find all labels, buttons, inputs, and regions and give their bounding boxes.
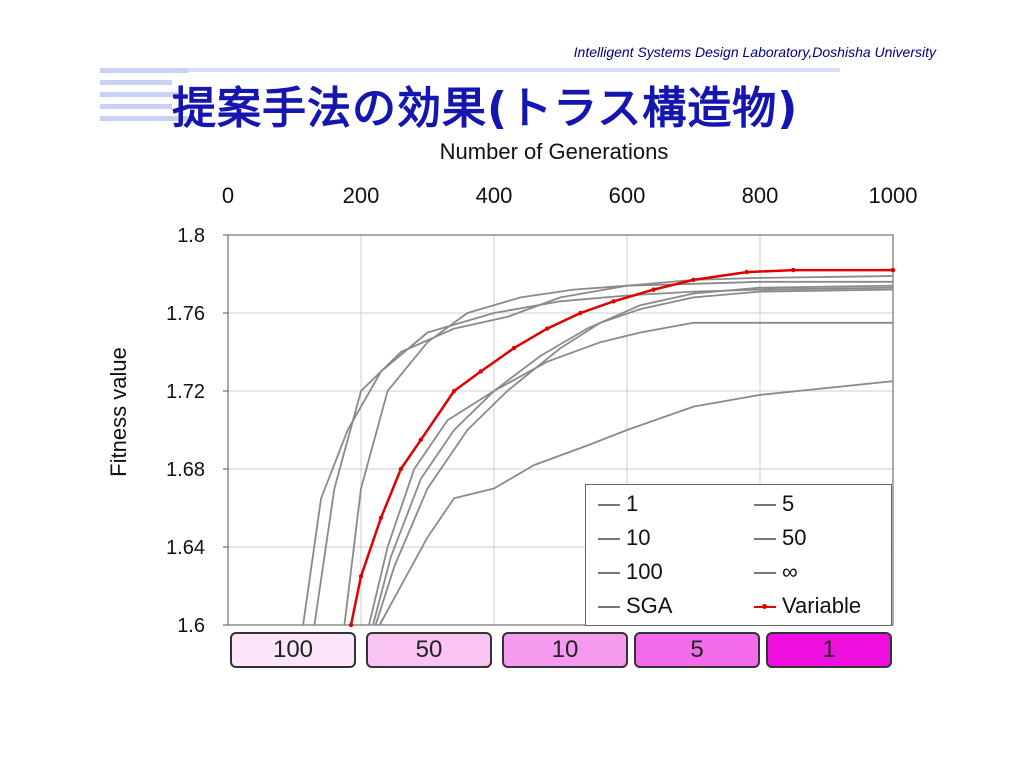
legend-item-variable: Variable	[754, 593, 861, 619]
series-line-variable	[349, 268, 893, 626]
stage-box-1: 1	[766, 632, 892, 668]
variable-point	[744, 269, 749, 275]
tick-labels: 0 200 400 600 800 1000 1.8 1.76 1.72 1.68 1.64 1.6	[166, 183, 917, 637]
variable-point	[451, 388, 457, 394]
x-axis-label: Number of Generations	[440, 139, 669, 164]
chart-legend: 1 5 10 50 100 ∞ SGA Variable	[585, 484, 892, 626]
series-line-10	[343, 280, 893, 626]
variable-point	[358, 574, 364, 579]
x-tick-label: 600	[609, 183, 646, 208]
stage-box-100: 100	[230, 632, 356, 668]
series-line-5	[313, 275, 894, 626]
x-tick-label: 0	[222, 183, 234, 208]
y-tick-label: 1.72	[166, 381, 205, 403]
series-line-100	[374, 288, 894, 626]
variable-point	[348, 622, 354, 628]
variable-point	[691, 277, 696, 283]
lab-credit: Intelligent Systems Design Laboratory,Do…	[573, 44, 936, 60]
variable-point	[545, 326, 550, 331]
variable-point	[478, 369, 483, 374]
x-tick-label: 1000	[869, 183, 918, 208]
variable-point	[511, 345, 517, 351]
y-tick-label: 1.64	[166, 537, 205, 559]
legend-item-infinity: ∞	[754, 559, 798, 585]
plot-frame	[227, 234, 894, 626]
stage-box-10: 10	[502, 632, 628, 668]
x-tick-label: 400	[476, 183, 513, 208]
variable-point	[611, 299, 616, 304]
variable-point	[890, 267, 896, 273]
series-line-infinity	[372, 284, 894, 626]
variable-point	[398, 466, 404, 472]
y-axis-label: Fitness value	[106, 347, 131, 477]
title-decoration	[100, 66, 840, 128]
variable-point	[791, 267, 796, 273]
legend-item-100: 100	[598, 559, 663, 585]
series-layer	[302, 267, 896, 628]
stage-box-50: 50	[366, 632, 492, 668]
variable-point	[418, 437, 424, 442]
variable-point	[651, 287, 656, 292]
x-tick-label: 800	[742, 183, 779, 208]
y-tick-label: 1.6	[177, 615, 205, 637]
legend-item-sga: SGA	[598, 593, 672, 619]
series-line-50	[368, 321, 893, 626]
stage-box-5: 5	[634, 632, 760, 668]
variable-point	[378, 515, 384, 520]
series-line-sga	[378, 380, 894, 626]
legend-item-5: 5	[754, 491, 794, 517]
y-tick-label: 1.76	[166, 303, 205, 325]
slide-title: 提案手法の効果(トラス構造物)	[172, 83, 799, 134]
y-tick-label: 1.8	[177, 225, 205, 247]
legend-item-10: 10	[598, 525, 650, 551]
y-tick-label: 1.68	[166, 459, 205, 481]
legend-item-50: 50	[754, 525, 806, 551]
x-tick-label: 200	[343, 183, 380, 208]
legend-item-1: 1	[598, 491, 638, 517]
variable-point	[578, 310, 583, 316]
